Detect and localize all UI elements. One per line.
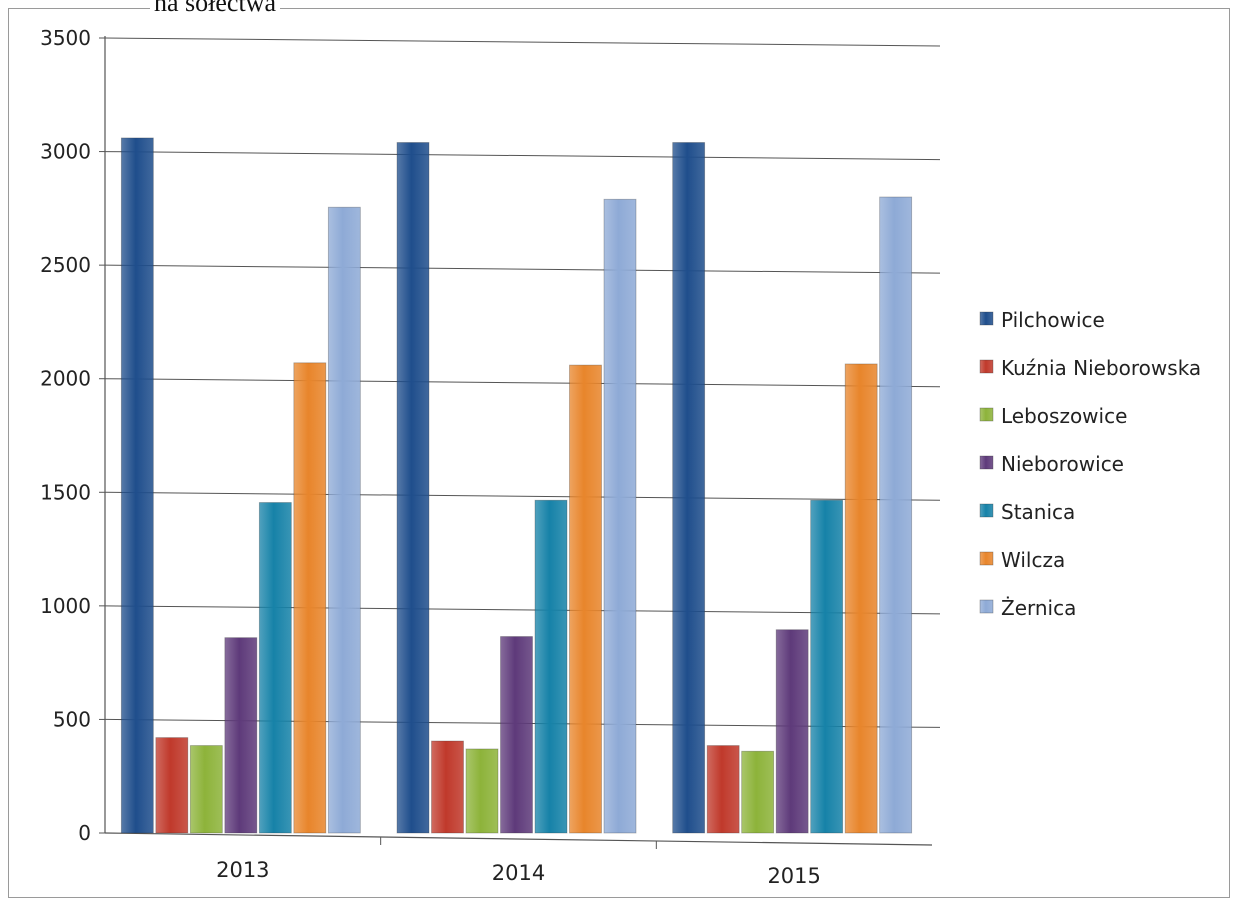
x-tick-label: 2015	[767, 864, 820, 888]
bar-wilcza-2015	[844, 363, 878, 834]
bar-pilchowice-2014	[396, 142, 430, 834]
x-axis	[104, 832, 933, 846]
legend-swatch	[979, 455, 994, 470]
bar-pilchowice-2013	[120, 137, 154, 834]
bar-kuźnia-nieborowska-2013	[155, 737, 189, 834]
bar-żernica-2013	[327, 206, 361, 834]
bar-żernica-2015	[879, 196, 913, 834]
y-tick-label: 3000	[40, 140, 91, 164]
y-tick-label: 0	[78, 821, 91, 845]
bar-wilcza-2014	[569, 364, 602, 834]
gridline	[104, 605, 941, 615]
gridline	[104, 378, 941, 388]
bar-nieborowice-2013	[224, 637, 258, 834]
legend-swatch	[979, 599, 994, 614]
gridline	[104, 151, 941, 161]
legend-label: Leboszowice	[1001, 404, 1127, 428]
bar-stanica-2015	[810, 499, 844, 834]
legend-swatch	[979, 311, 994, 326]
gridline	[104, 264, 941, 274]
bar-kuźnia-nieborowska-2014	[431, 740, 464, 834]
bar-leboszowice-2014	[465, 748, 499, 834]
bars	[120, 137, 913, 834]
y-tick-label: 1500	[40, 480, 91, 504]
axes: 0 500 1000 1500 2000 2500 3000 3500 2013 2014 2015	[40, 26, 933, 888]
legend-swatch	[979, 503, 994, 518]
y-tick-label: 3500	[40, 26, 91, 50]
bar-stanica-2013	[258, 502, 292, 834]
bar-kuźnia-nieborowska-2015	[706, 745, 740, 834]
legend: Pilchowice Kuźnia Nieborowska Leboszowice N…	[979, 308, 1201, 620]
x-tick-label: 2013	[216, 858, 269, 882]
bar-pilchowice-2015	[672, 142, 706, 834]
y-tick-label: 2000	[40, 367, 91, 391]
bar-leboszowice-2013	[189, 745, 223, 834]
legend-label: Nieborowice	[1001, 452, 1124, 476]
bar-wilcza-2013	[293, 362, 327, 834]
legend-label: Stanica	[1001, 500, 1075, 524]
bar-nieborowice-2015	[775, 629, 809, 834]
y-tick-label: 500	[53, 707, 91, 731]
legend-swatch	[979, 407, 994, 422]
bar-stanica-2014	[534, 499, 568, 834]
legend-label: Kuźnia Nieborowska	[1001, 356, 1201, 380]
y-tick-label: 1000	[40, 594, 91, 618]
gridline	[104, 37, 941, 47]
legend-swatch	[979, 551, 994, 566]
y-tick-label: 2500	[40, 253, 91, 277]
bar-żernica-2014	[603, 198, 637, 834]
chart-frame	[8, 8, 1230, 898]
bar-nieborowice-2014	[500, 636, 533, 834]
legend-label: Żernica	[1001, 596, 1076, 620]
legend-swatch	[979, 359, 994, 374]
legend-label: Wilcza	[1001, 548, 1065, 572]
x-tick-label: 2014	[492, 861, 545, 885]
legend-label: Pilchowice	[1001, 308, 1105, 332]
page-title: na sołectwa	[150, 0, 281, 16]
bar-leboszowice-2015	[741, 750, 775, 834]
gridline	[104, 491, 941, 501]
